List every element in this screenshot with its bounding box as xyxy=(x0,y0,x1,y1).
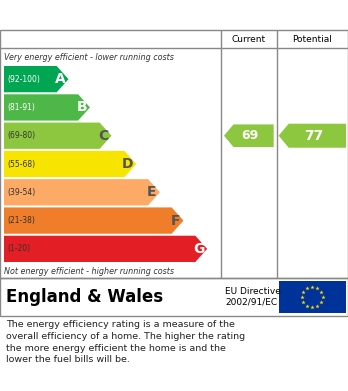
Text: (81-91): (81-91) xyxy=(7,103,35,112)
Text: Very energy efficient - lower running costs: Very energy efficient - lower running co… xyxy=(4,54,174,63)
Polygon shape xyxy=(4,94,90,120)
Text: Energy Efficiency Rating: Energy Efficiency Rating xyxy=(8,7,210,23)
Polygon shape xyxy=(4,122,111,149)
Text: Potential: Potential xyxy=(292,34,332,43)
Text: (55-68): (55-68) xyxy=(7,160,35,169)
Polygon shape xyxy=(4,208,183,234)
Text: B: B xyxy=(77,100,87,115)
Polygon shape xyxy=(4,236,207,262)
Polygon shape xyxy=(4,151,136,177)
Text: G: G xyxy=(193,242,205,256)
Text: 69: 69 xyxy=(241,129,259,142)
Bar xyxy=(279,281,346,313)
Text: Current: Current xyxy=(232,34,266,43)
Text: Not energy efficient - higher running costs: Not energy efficient - higher running co… xyxy=(4,267,174,276)
Text: (21-38): (21-38) xyxy=(7,216,35,225)
Polygon shape xyxy=(4,179,160,205)
Polygon shape xyxy=(4,66,69,92)
Polygon shape xyxy=(224,124,274,147)
Text: (92-100): (92-100) xyxy=(7,75,40,84)
Text: The energy efficiency rating is a measure of the
overall efficiency of a home. T: The energy efficiency rating is a measur… xyxy=(6,320,245,364)
Polygon shape xyxy=(279,124,346,148)
Text: A: A xyxy=(55,72,65,86)
Text: F: F xyxy=(171,213,180,228)
Text: 77: 77 xyxy=(304,129,323,143)
Text: EU Directive
2002/91/EC: EU Directive 2002/91/EC xyxy=(225,287,281,307)
Text: (39-54): (39-54) xyxy=(7,188,35,197)
Text: C: C xyxy=(98,129,108,143)
Text: E: E xyxy=(147,185,156,199)
Text: D: D xyxy=(122,157,134,171)
Text: (1-20): (1-20) xyxy=(7,244,30,253)
Text: England & Wales: England & Wales xyxy=(6,288,163,306)
Text: (69-80): (69-80) xyxy=(7,131,35,140)
